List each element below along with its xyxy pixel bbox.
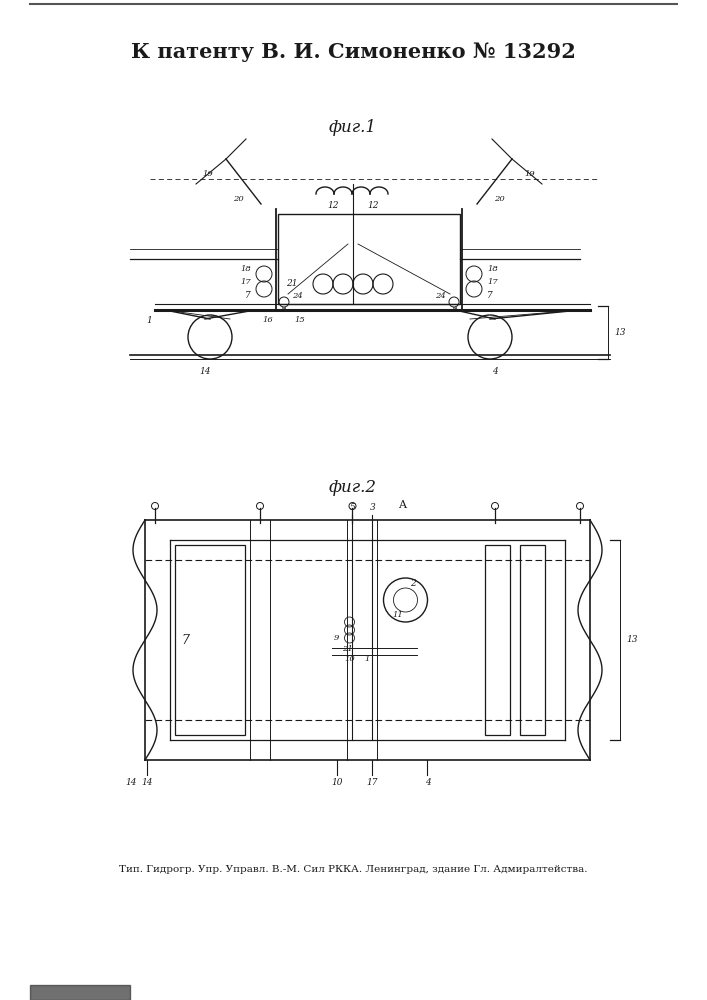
Text: 10: 10 [332,778,344,787]
Text: 10: 10 [344,655,355,663]
Text: 24: 24 [292,292,303,300]
Text: 7: 7 [487,292,493,300]
Text: 11: 11 [392,611,403,619]
Text: 12: 12 [367,201,379,210]
Text: 14: 14 [199,367,211,376]
Text: 1: 1 [146,316,152,325]
Text: 20: 20 [233,195,244,203]
Text: 3: 3 [370,503,375,512]
Text: 14: 14 [126,778,137,787]
Bar [485,545,510,735]
Bar [278,214,460,304]
Text: 24: 24 [436,292,446,300]
Text: 13: 13 [626,636,638,645]
Text: 5: 5 [350,503,356,512]
Text: 21: 21 [342,645,353,653]
Text: Тип. Гидрогр. Упр. Управл. В.-М. Сил РККА. Ленинград, здание Гл. Адмиралтейства.: Тип. Гидрогр. Упр. Управл. В.-М. Сил РКК… [119,865,588,874]
Text: фиг.1: фиг.1 [329,119,377,136]
Text: 13: 13 [614,328,626,337]
Text: 17: 17 [487,278,498,286]
Text: 15: 15 [295,316,305,324]
Text: 4: 4 [425,778,431,787]
Bar [520,545,545,735]
Text: 18: 18 [240,265,251,273]
Text: 4: 4 [492,367,498,376]
Text: 16: 16 [262,316,274,324]
Text: К патенту В. И. Симоненко № 13292: К патенту В. И. Симоненко № 13292 [131,42,575,62]
Text: 7: 7 [181,634,189,647]
Text: 8: 8 [452,306,457,314]
Text: 18: 18 [487,265,498,273]
Text: 17: 17 [367,778,378,787]
Bar [175,545,245,735]
Text: 19: 19 [203,170,214,178]
Text: 19: 19 [525,170,535,178]
Text: 12: 12 [327,201,339,210]
Text: 7: 7 [245,292,251,300]
Text: A: A [399,500,407,510]
Text: 20: 20 [494,195,505,203]
Text: 2: 2 [411,579,416,588]
Text: 17: 17 [240,278,251,286]
Text: 14: 14 [141,778,153,787]
Text: фиг.2: фиг.2 [329,480,377,496]
Text: 1: 1 [365,655,370,663]
Text: 8: 8 [281,306,286,314]
Text: 9: 9 [334,634,339,642]
Text: 21: 21 [286,279,298,288]
